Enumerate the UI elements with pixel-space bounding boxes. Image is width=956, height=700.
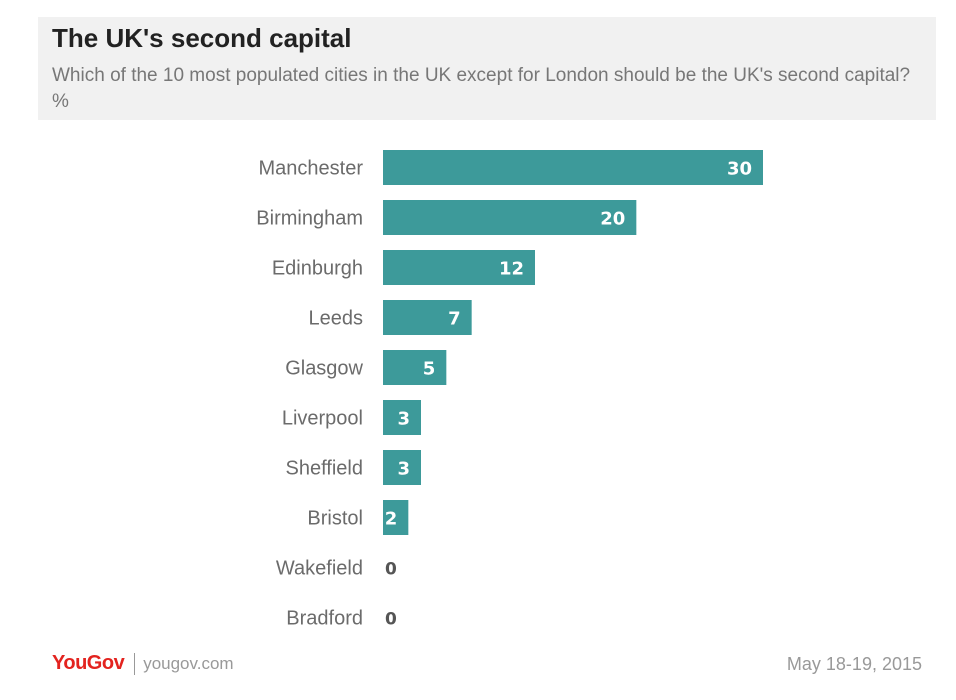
bar-birmingham xyxy=(383,200,637,235)
bar-leeds xyxy=(383,300,472,335)
bar-edinburgh xyxy=(383,250,535,285)
value-label-wakefield: 0 xyxy=(385,560,397,580)
category-label-glasgow: Glasgow xyxy=(285,358,363,380)
bar-sheffield xyxy=(383,450,421,485)
value-label-bristol: 2 xyxy=(385,509,398,530)
chart-title: The UK's second capital xyxy=(52,23,352,53)
value-label-leeds: 7 xyxy=(448,309,461,330)
footer-date: May 18-19, 2015 xyxy=(786,654,922,674)
category-label-liverpool: Liverpool xyxy=(282,408,363,430)
bar-liverpool xyxy=(383,400,421,435)
category-label-edinburgh: Edinburgh xyxy=(272,258,363,280)
bar-bristol xyxy=(383,500,409,535)
value-label-liverpool: 3 xyxy=(397,409,410,430)
value-label-sheffield: 3 xyxy=(397,459,410,480)
yougov-logo: YouGov xyxy=(52,652,125,674)
category-label-bradford: Bradford xyxy=(286,608,363,630)
category-label-bristol: Bristol xyxy=(307,508,363,530)
chart-header: The UK's second capital Which of the 10 … xyxy=(38,17,936,120)
category-label-sheffield: Sheffield xyxy=(286,458,363,480)
category-label-leeds: Leeds xyxy=(309,308,364,330)
value-label-bradford: 0 xyxy=(385,610,397,630)
footer-url: yougov.com xyxy=(143,653,234,673)
value-label-manchester: 30 xyxy=(727,159,752,180)
value-label-birmingham: 20 xyxy=(600,209,625,230)
bar-glasgow xyxy=(383,350,447,385)
category-label-wakefield: Wakefield xyxy=(276,558,363,580)
bar-manchester xyxy=(383,150,763,185)
value-label-edinburgh: 12 xyxy=(499,259,524,280)
category-label-birmingham: Birmingham xyxy=(256,208,363,230)
value-label-glasgow: 5 xyxy=(423,359,436,380)
category-label-manchester: Manchester xyxy=(259,158,364,180)
chart-subtitle: Which of the 10 most populated cities in… xyxy=(52,65,911,112)
footer-divider xyxy=(134,652,136,675)
footer-brand: YouGov yougov.com xyxy=(52,652,234,675)
